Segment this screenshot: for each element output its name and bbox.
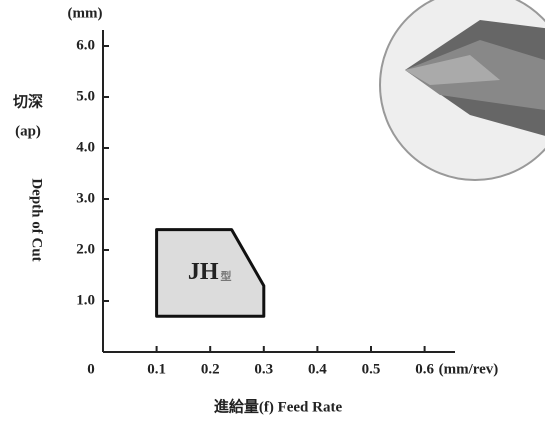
x-tick-label: 0.1 — [147, 361, 166, 377]
x-label: 進給量(f) Feed Rate — [214, 397, 343, 415]
region-label-suffix: 型 — [220, 269, 231, 283]
region-label: JH — [188, 259, 219, 285]
y-unit: (mm) — [68, 5, 103, 21]
x-unit: (mm/rev) — [439, 361, 499, 377]
y-label-cn: 切深 — [13, 92, 43, 110]
y-tick-label: 1.0 — [76, 292, 95, 308]
y-tick-label: 6.0 — [76, 37, 95, 53]
x-tick-label: 0.3 — [254, 361, 273, 377]
region — [155, 228, 266, 318]
x-tick-label: 0.4 — [308, 361, 327, 377]
y-label-abbr: (ap) — [15, 123, 41, 139]
x-tick-label: 0.5 — [362, 361, 381, 377]
y-tick-label: 4.0 — [76, 139, 95, 155]
y-tick-label: 3.0 — [76, 190, 95, 206]
y-label-en: Depth of Cut — [29, 178, 45, 261]
x-tick-label: 0.2 — [201, 361, 220, 377]
tool-photo — [379, 0, 545, 181]
y-tick-label: 2.0 — [76, 241, 95, 257]
y-tick-label: 5.0 — [76, 88, 95, 104]
x-tick-label: 0 — [87, 361, 95, 377]
x-tick-label: 0.6 — [415, 361, 434, 377]
